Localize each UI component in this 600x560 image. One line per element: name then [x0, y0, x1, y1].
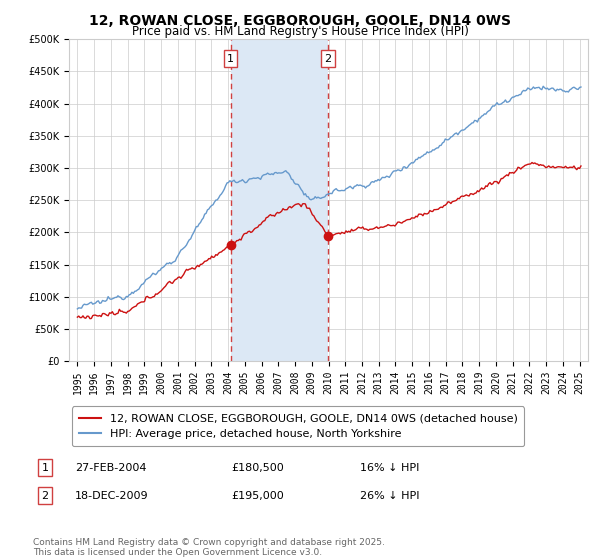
Text: £195,000: £195,000 [231, 491, 284, 501]
Text: Contains HM Land Registry data © Crown copyright and database right 2025.
This d: Contains HM Land Registry data © Crown c… [33, 538, 385, 557]
Text: 27-FEB-2004: 27-FEB-2004 [75, 463, 146, 473]
Text: 2: 2 [41, 491, 49, 501]
Text: Price paid vs. HM Land Registry's House Price Index (HPI): Price paid vs. HM Land Registry's House … [131, 25, 469, 38]
Bar [230, 39, 328, 361]
Text: 12, ROWAN CLOSE, EGGBOROUGH, GOOLE, DN14 0WS: 12, ROWAN CLOSE, EGGBOROUGH, GOOLE, DN14… [89, 14, 511, 28]
Legend: 12, ROWAN CLOSE, EGGBOROUGH, GOOLE, DN14 0WS (detached house), HPI: Average pric: 12, ROWAN CLOSE, EGGBOROUGH, GOOLE, DN14… [72, 407, 524, 446]
Text: 1: 1 [41, 463, 49, 473]
Text: 1: 1 [227, 54, 234, 63]
Text: 26% ↓ HPI: 26% ↓ HPI [360, 491, 419, 501]
Text: 18-DEC-2009: 18-DEC-2009 [75, 491, 149, 501]
Text: £180,500: £180,500 [231, 463, 284, 473]
Text: 16% ↓ HPI: 16% ↓ HPI [360, 463, 419, 473]
Text: 2: 2 [325, 54, 332, 63]
